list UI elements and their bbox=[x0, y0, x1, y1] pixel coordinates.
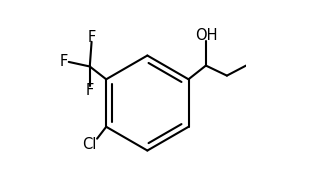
Text: Cl: Cl bbox=[82, 137, 96, 152]
Text: F: F bbox=[86, 83, 94, 98]
Text: OH: OH bbox=[196, 28, 218, 43]
Text: F: F bbox=[59, 54, 68, 69]
Text: F: F bbox=[87, 30, 96, 45]
